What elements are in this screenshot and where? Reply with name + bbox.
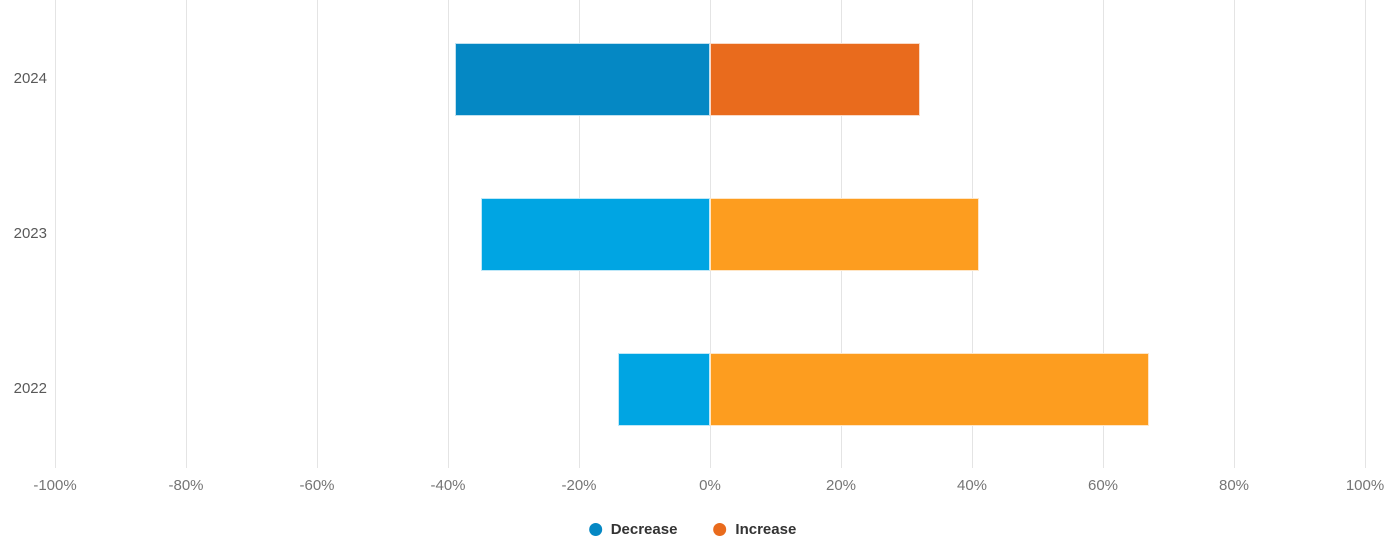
x-axis-tick-label: 100%: [1345, 477, 1385, 494]
legend-item-decrease[interactable]: Decrease: [588, 521, 678, 538]
legend: Decrease Increase: [588, 521, 796, 538]
legend-item-increase[interactable]: Increase: [713, 521, 796, 538]
gridline: [185, 0, 187, 468]
plot-area: [54, 0, 1366, 468]
x-axis-tick-label: -20%: [561, 477, 597, 494]
x-axis-tick-label: 40%: [956, 477, 988, 494]
bar-decrease-2022[interactable]: [618, 352, 710, 426]
x-axis-tick-label: 20%: [825, 477, 857, 494]
legend-label: Increase: [735, 521, 797, 538]
bar-decrease-2024[interactable]: [454, 42, 710, 116]
x-axis-tick-label: -100%: [33, 477, 77, 494]
bar-decrease-2023[interactable]: [480, 197, 710, 271]
x-axis-tick-label: -80%: [168, 477, 204, 494]
y-axis-label-2023: 2023: [13, 225, 47, 242]
gridline: [447, 0, 449, 468]
gridline: [54, 0, 56, 468]
y-axis-label-2022: 2022: [13, 380, 47, 397]
legend-marker-increase-icon: [713, 523, 727, 536]
y-axis-label-2024: 2024: [13, 70, 47, 87]
bar-increase-2023[interactable]: [710, 197, 979, 271]
gridline: [316, 0, 318, 468]
x-axis-tick-label: -60%: [299, 477, 335, 494]
gridline: [1233, 0, 1235, 468]
x-axis-tick-label: 60%: [1087, 477, 1119, 494]
legend-label: Decrease: [610, 521, 678, 538]
gridline: [1102, 0, 1104, 468]
legend-marker-decrease-icon: [588, 523, 602, 536]
x-axis-tick-label: -40%: [430, 477, 466, 494]
x-axis-tick-label: 80%: [1218, 477, 1250, 494]
bar-increase-2024[interactable]: [710, 42, 920, 116]
x-axis-tick-label: 0%: [699, 477, 721, 494]
gridline: [1364, 0, 1366, 468]
bar-increase-2022[interactable]: [710, 352, 1149, 426]
